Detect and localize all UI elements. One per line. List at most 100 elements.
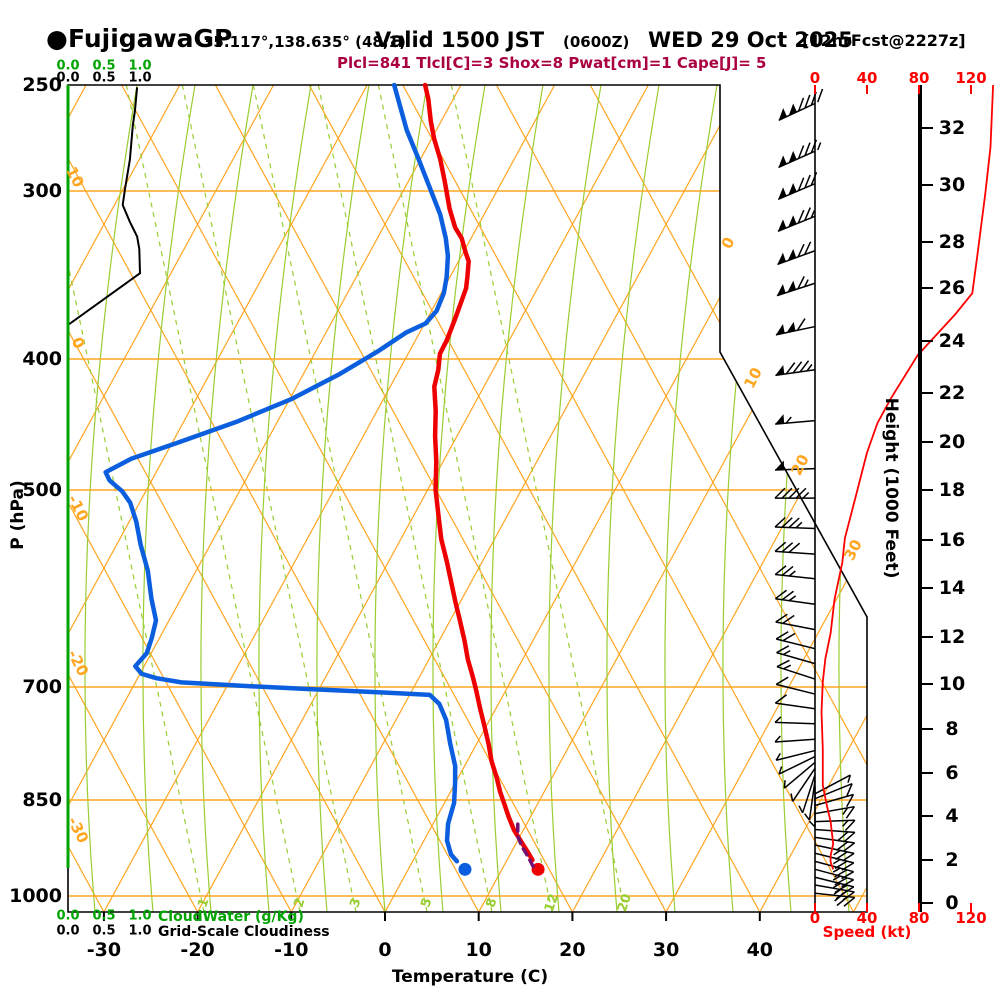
isotherm-10 bbox=[478, 85, 867, 912]
wind-barb bbox=[774, 694, 816, 710]
mixing-ratio-line-1 bbox=[68, 85, 205, 912]
moist-adiabat bbox=[374, 85, 428, 912]
pressure-label-300: 300 bbox=[22, 180, 62, 202]
speed-label-bottom-120: 120 bbox=[955, 909, 987, 927]
cloudiness-scale-top-1.0: 1.0 bbox=[128, 70, 152, 86]
height-label-12: 12 bbox=[938, 626, 966, 648]
wind-barb bbox=[775, 676, 816, 695]
dry-adiabat-60 bbox=[495, 85, 867, 912]
wind-barb bbox=[775, 360, 816, 377]
dry-adiabat-40 bbox=[308, 85, 761, 912]
mixing-ratio-line-2 bbox=[125, 85, 301, 912]
wind-barb bbox=[776, 645, 816, 665]
temp-label-20: 20 bbox=[559, 939, 586, 961]
cloudiness-scale-top-0.0: 0.0 bbox=[56, 70, 80, 86]
height-label-30: 30 bbox=[938, 174, 966, 196]
mixing-ratio-lines bbox=[68, 85, 626, 912]
wind-barb bbox=[774, 735, 816, 743]
wind-barb bbox=[774, 487, 815, 499]
cloudiness-scale-bottom-1.0: 1.0 bbox=[128, 923, 152, 939]
wind-barb bbox=[814, 819, 856, 831]
valid-utc: (0600Z) bbox=[563, 33, 630, 51]
wind-barb bbox=[804, 780, 816, 821]
dewpoint-curve bbox=[103, 82, 472, 876]
height-label-4: 4 bbox=[945, 805, 959, 827]
height-label-28: 28 bbox=[938, 231, 966, 253]
cloudiness-curve bbox=[67, 87, 142, 868]
wind-barb bbox=[814, 868, 855, 888]
pressure-label-700: 700 bbox=[22, 676, 62, 698]
wind-barb bbox=[814, 782, 853, 800]
moist-adiabat bbox=[548, 85, 602, 912]
valid-date: WED 29 Oct 2025 bbox=[648, 28, 853, 52]
pressure-label-1000: 1000 bbox=[9, 885, 62, 907]
cloudwater-scale-top-0.5: 0.5 bbox=[92, 58, 116, 74]
moist-adiabat bbox=[490, 85, 544, 912]
moist-adiabat bbox=[84, 85, 138, 912]
isotherm--10 bbox=[290, 85, 743, 912]
pressure-label-850: 850 bbox=[22, 789, 62, 811]
cloudiness-profile bbox=[67, 87, 142, 868]
moist-adiabat bbox=[722, 85, 776, 912]
speed-label-bottom-40: 40 bbox=[856, 909, 878, 927]
height-label-2: 2 bbox=[945, 849, 959, 871]
wind-barb bbox=[778, 755, 816, 775]
wind-barb bbox=[798, 774, 816, 814]
wind-barb bbox=[775, 414, 816, 425]
cloudwater-scale-top-0.0: 0.0 bbox=[56, 58, 80, 74]
isotherm-40 bbox=[759, 85, 867, 912]
temp-label-0: 0 bbox=[378, 939, 392, 961]
wind-barb bbox=[775, 613, 816, 631]
wind-barb bbox=[774, 589, 816, 606]
mixing-ratio-line-12 bbox=[377, 85, 553, 912]
temp-label-30: 30 bbox=[652, 939, 680, 961]
dry-adiabat-50 bbox=[402, 85, 855, 912]
dewpoint-profile bbox=[103, 82, 460, 864]
mixing-ratio-line-20 bbox=[450, 85, 626, 912]
isotherm--50 bbox=[68, 85, 368, 912]
wind-barb bbox=[790, 767, 816, 802]
speed-label-bottom-80: 80 bbox=[908, 909, 930, 927]
isotherm--30 bbox=[103, 85, 556, 912]
cloudwater-scale-bottom-1.0: 1.0 bbox=[128, 908, 152, 924]
dry-adiabat-0 bbox=[68, 85, 386, 912]
wind-barb bbox=[776, 659, 816, 680]
wind-barb bbox=[774, 565, 816, 580]
parcel-path bbox=[515, 821, 535, 869]
dry-adiabat-10 bbox=[68, 85, 480, 912]
wind-barb bbox=[814, 774, 852, 795]
pressure-label-250: 250 bbox=[22, 74, 62, 96]
station-title: FujigawaGP bbox=[68, 24, 233, 53]
temp-label--20: -20 bbox=[180, 939, 215, 961]
speed-axis-title: Speed (kt) bbox=[822, 923, 912, 941]
wind-barb bbox=[778, 88, 824, 121]
isotherm--20 bbox=[197, 85, 649, 912]
height-label-10: 10 bbox=[938, 673, 966, 695]
wind-barb bbox=[814, 836, 856, 852]
cloudiness-legend: Grid-Scale Cloudiness bbox=[158, 924, 330, 940]
mixing-ratio-line-8 bbox=[317, 85, 493, 912]
cloudwater-scale-top-1.0: 1.0 bbox=[128, 58, 152, 74]
temperature-axis-ticks bbox=[102, 912, 761, 921]
height-label-8: 8 bbox=[945, 718, 959, 740]
height-label-32: 32 bbox=[938, 117, 966, 139]
height-axis-title: Height (1000 Feet) bbox=[881, 397, 901, 579]
cloudiness-scale-bottom-0.0: 0.0 bbox=[56, 923, 80, 939]
temp-label--30: -30 bbox=[86, 939, 122, 961]
wind-barb bbox=[814, 852, 855, 871]
cloudwater-scale-bottom-0.0: 0.0 bbox=[56, 908, 80, 924]
forecast-tag: [12hrFcst@2227z] bbox=[802, 31, 966, 50]
wind-speed-curve bbox=[820, 84, 994, 870]
cloudiness-scale-bottom-0.5: 0.5 bbox=[92, 923, 116, 939]
parcel-ascent-curve bbox=[515, 821, 535, 869]
moist-adiabat bbox=[258, 85, 312, 912]
wind-barb bbox=[776, 276, 816, 297]
plot-outline bbox=[67, 84, 868, 913]
speed-label-top-40: 40 bbox=[856, 69, 878, 87]
moist-adiabat bbox=[316, 85, 370, 912]
isotherm-50 bbox=[852, 85, 867, 912]
pressure-label-500: 500 bbox=[22, 479, 62, 501]
cloudiness-scale-top-0.5: 0.5 bbox=[92, 70, 116, 86]
wind-barb bbox=[774, 516, 816, 530]
